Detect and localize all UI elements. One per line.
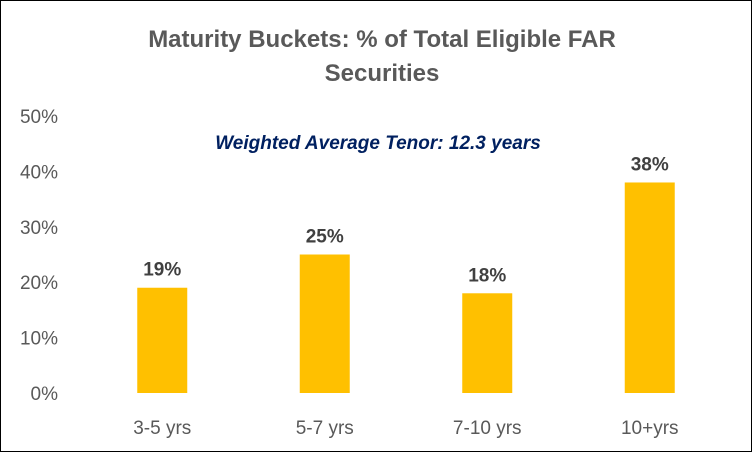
y-tick-label: 20%: [20, 273, 58, 294]
y-tick-label: 0%: [31, 384, 59, 405]
x-tick-label: 5-7 yrs: [296, 418, 354, 439]
bar-data-label: 38%: [631, 154, 669, 175]
bar-data-label: 25%: [306, 227, 344, 248]
x-axis: 3-5 yrs 5-7 yrs 7-10 yrs 10+yrs: [133, 418, 678, 439]
x-tick-label: 10+yrs: [621, 418, 679, 439]
bar-data-label: 18%: [468, 265, 506, 286]
chart-title-line-2: Securities: [325, 60, 440, 87]
bar: [624, 182, 675, 393]
y-tick-label: 10%: [20, 329, 58, 350]
bar: [137, 287, 188, 393]
bar: [462, 293, 513, 393]
y-tick-label: 40%: [20, 162, 58, 183]
bar-data-label: 19%: [143, 260, 181, 281]
x-tick-label: 3-5 yrs: [133, 418, 191, 439]
x-tick-label: 7-10 yrs: [453, 418, 522, 439]
y-tick-label: 30%: [20, 218, 58, 239]
weighted-average-annotation: Weighted Average Tenor: 12.3 years: [215, 133, 541, 154]
bar: [299, 254, 350, 393]
data-labels: 19% 25% 18% 38%: [143, 154, 669, 286]
chart-title-line-1: Maturity Buckets: % of Total Eligible FA…: [148, 26, 616, 53]
y-tick-label: 50%: [20, 107, 58, 128]
y-axis: 0% 10% 20% 30% 40% 50%: [20, 107, 58, 405]
bar-series: [137, 182, 675, 393]
